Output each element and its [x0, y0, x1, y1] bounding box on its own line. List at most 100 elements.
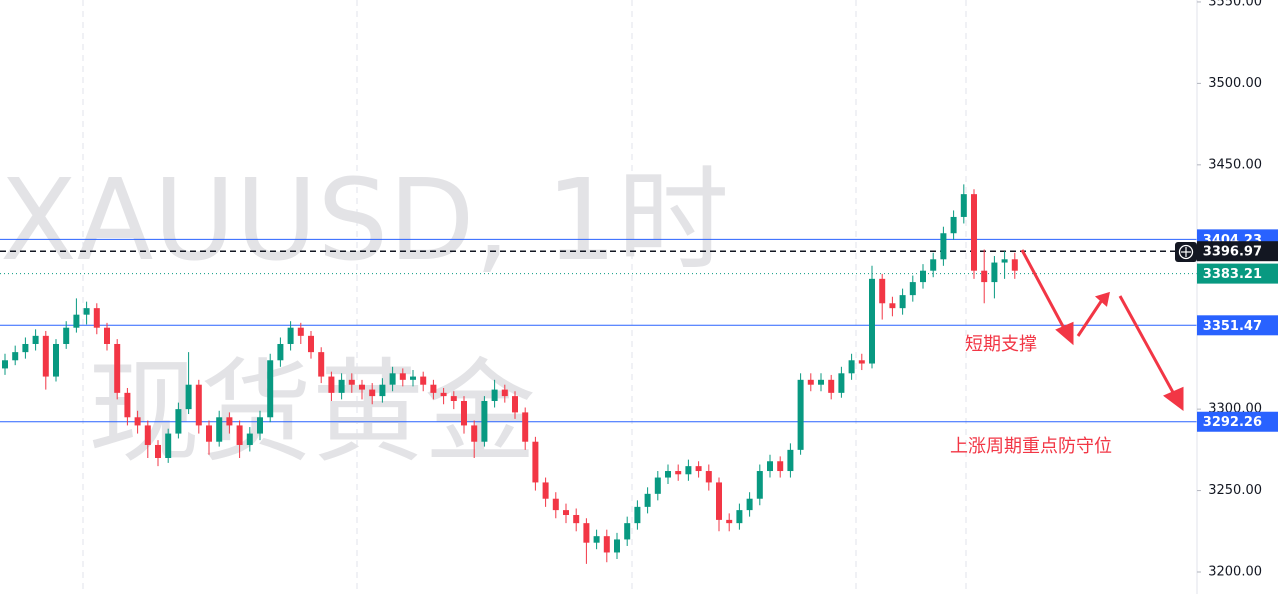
candle-body [838, 373, 845, 393]
candle-body [991, 262, 998, 283]
y-tick-label: 3500.00 [1208, 76, 1262, 91]
price-label: 3351.47 [1203, 319, 1262, 334]
candle-body [144, 425, 151, 445]
candle-body [430, 384, 437, 393]
candle-body [440, 392, 447, 397]
candle-body [124, 392, 131, 418]
candle-body [369, 389, 376, 397]
candle-body [644, 493, 651, 507]
candle-body [471, 425, 478, 442]
candle-body [175, 409, 182, 434]
crosshair-button[interactable] [1175, 242, 1197, 262]
y-tick-label: 3550.00 [1208, 0, 1262, 9]
candle-body [889, 303, 896, 309]
candle-body [971, 194, 977, 271]
candle-body [165, 433, 172, 459]
candle-body [869, 278, 875, 364]
candle-body [940, 233, 947, 260]
candle-body [624, 523, 631, 540]
price-label: 3292.26 [1203, 415, 1262, 430]
candle-body [879, 278, 886, 304]
candle-body [32, 335, 39, 344]
candle-body [328, 376, 335, 393]
y-tick-label: 3250.00 [1208, 483, 1262, 498]
annotation: 短期支撑 [965, 334, 1037, 355]
candle-body [22, 343, 29, 353]
candle-body [226, 417, 233, 426]
candle-body [960, 194, 967, 217]
candle-body [654, 477, 661, 494]
candle-body [614, 539, 620, 553]
price-label-bg [1197, 241, 1278, 262]
candle-body [114, 343, 121, 393]
candle-body [807, 379, 814, 385]
candle-body [726, 519, 733, 524]
candle-body [532, 441, 539, 483]
price-label-bg [1197, 263, 1278, 284]
y-tick-label: 3200.00 [1208, 565, 1262, 580]
candle-body [206, 425, 212, 442]
candle-body [716, 482, 722, 520]
candle-body [634, 506, 641, 524]
candle-body [236, 425, 243, 445]
candle-body [338, 379, 345, 393]
candle-body [379, 384, 386, 397]
candle-body [848, 360, 855, 374]
arrow-line [1020, 249, 1068, 333]
arrows [1020, 249, 1184, 411]
candle-body [318, 352, 325, 377]
annotation: 上涨周期重点防守位 [950, 436, 1112, 457]
candle-body [767, 461, 773, 472]
price-label-bg [1197, 315, 1278, 336]
candle-body [981, 270, 988, 283]
candle-body [899, 295, 906, 309]
candle-body [522, 412, 529, 442]
candle-body [410, 376, 416, 380]
candle-body [828, 379, 835, 393]
price-label-bg [1197, 411, 1278, 432]
candle-body [593, 536, 600, 543]
candle-body [920, 270, 926, 283]
candle-body [93, 308, 100, 328]
arrow-head [1094, 291, 1110, 307]
candle-body [461, 400, 467, 426]
candle-body [797, 379, 804, 450]
candle-body [267, 360, 274, 418]
watermark-title: XAUUSD, 1时 [0, 156, 729, 286]
candle-body [1001, 259, 1008, 263]
candle-body [287, 327, 294, 344]
candle-body [552, 498, 559, 511]
candle-body [665, 471, 671, 478]
candle-body [542, 482, 549, 499]
axis-layer: 3550.003500.003450.003300.003250.003200.… [1197, 0, 1278, 580]
candle-body [756, 471, 763, 499]
candle-body [83, 308, 90, 315]
candle-body [685, 466, 692, 475]
candle-body [257, 417, 263, 434]
arrow-head [1163, 386, 1184, 411]
candle-body [705, 471, 712, 483]
candle-layer [2, 184, 1018, 564]
candle-body [1011, 259, 1018, 271]
candle-body [53, 343, 59, 377]
candle-body [675, 471, 682, 475]
candle-body [909, 282, 916, 296]
candle-body [491, 389, 498, 401]
candle-body [950, 216, 957, 234]
arrow-line [1076, 299, 1104, 337]
candle-body [695, 466, 702, 472]
candle-body [420, 376, 427, 385]
candle-body [399, 373, 406, 380]
watermark-subtitle: 现货黄金 [88, 348, 536, 478]
candle-body [583, 523, 590, 543]
crosshair-icon[interactable] [1178, 244, 1194, 260]
candle-body [308, 335, 314, 353]
candle-body [348, 379, 355, 385]
candle-body [12, 352, 19, 361]
candle-body [297, 327, 304, 336]
candle-body [736, 510, 743, 524]
candle-body [155, 444, 161, 459]
